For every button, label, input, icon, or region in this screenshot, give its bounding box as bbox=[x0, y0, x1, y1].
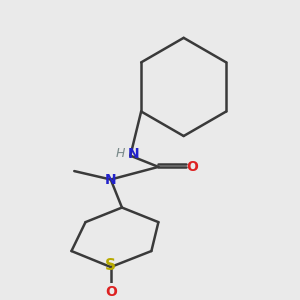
Text: H: H bbox=[116, 147, 125, 160]
Text: O: O bbox=[187, 160, 199, 174]
Text: N: N bbox=[128, 147, 139, 161]
Text: N: N bbox=[105, 172, 116, 187]
Text: O: O bbox=[105, 285, 117, 299]
Text: S: S bbox=[105, 258, 116, 273]
